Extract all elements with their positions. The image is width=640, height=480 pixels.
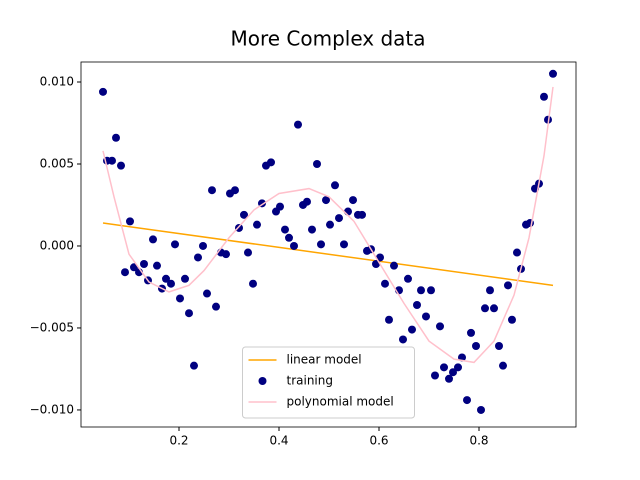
legend-label: training	[287, 374, 334, 388]
chart-title: More Complex data	[230, 27, 425, 51]
point	[267, 158, 275, 167]
point	[436, 322, 444, 331]
point	[472, 341, 480, 350]
point	[417, 286, 425, 295]
point	[326, 220, 334, 229]
point	[194, 253, 202, 262]
y-tick-label: −0.005	[30, 320, 74, 334]
point	[431, 371, 439, 380]
point	[390, 261, 398, 270]
point	[130, 263, 138, 272]
point	[449, 368, 457, 377]
y-tick-label: 0.010	[40, 75, 74, 89]
point	[549, 69, 557, 78]
point	[126, 217, 134, 226]
point	[454, 363, 462, 372]
point	[240, 210, 248, 219]
legend-label: linear model	[287, 353, 362, 367]
point	[399, 335, 407, 344]
point	[190, 361, 198, 370]
point	[281, 225, 289, 234]
point	[203, 289, 211, 298]
point	[212, 302, 220, 311]
point	[422, 312, 430, 321]
point	[445, 374, 453, 383]
point	[413, 301, 421, 310]
point	[486, 286, 494, 295]
point	[335, 214, 343, 223]
point	[249, 279, 257, 288]
line	[102, 86, 554, 364]
point	[153, 261, 161, 270]
y-tick-label: 0.005	[40, 156, 74, 170]
point	[149, 235, 157, 244]
point	[508, 315, 516, 324]
point	[463, 396, 471, 405]
point	[108, 156, 116, 165]
point	[408, 325, 416, 334]
x-tick-label: 0.4	[269, 434, 288, 448]
point	[358, 210, 366, 219]
point	[385, 315, 393, 324]
point	[381, 279, 389, 288]
axes-frame	[80, 61, 577, 428]
point	[222, 250, 230, 259]
point	[167, 279, 175, 288]
point	[176, 294, 184, 303]
legend-swatch	[258, 377, 267, 385]
point	[276, 202, 284, 211]
point	[290, 241, 298, 250]
x-tick-label: 0.8	[469, 434, 488, 448]
point	[495, 341, 503, 350]
point	[513, 248, 521, 257]
point	[313, 159, 321, 168]
legend-label: polynomial model	[287, 395, 394, 409]
point	[499, 361, 507, 370]
point	[340, 240, 348, 249]
point	[199, 241, 207, 250]
point	[162, 274, 170, 283]
point	[308, 225, 316, 234]
point	[490, 304, 498, 313]
point	[344, 207, 352, 216]
point	[481, 304, 489, 313]
point	[404, 274, 412, 283]
point	[121, 268, 129, 277]
point	[427, 286, 435, 295]
point	[294, 120, 302, 129]
y-tick-label: −0.010	[30, 402, 74, 416]
point	[504, 281, 512, 290]
point	[244, 248, 252, 257]
point	[171, 240, 179, 249]
y-tick-label: 0.000	[40, 238, 74, 252]
point	[285, 233, 293, 242]
x-tick-label: 0.2	[169, 434, 188, 448]
point	[467, 328, 475, 337]
point	[331, 181, 339, 190]
point	[181, 274, 189, 283]
point	[477, 405, 485, 414]
point	[117, 161, 125, 170]
point	[317, 240, 325, 249]
point	[208, 186, 216, 195]
point	[440, 363, 448, 372]
point	[112, 133, 120, 142]
point	[231, 186, 239, 195]
point	[140, 260, 148, 269]
point	[540, 92, 548, 101]
point	[349, 196, 357, 205]
point	[303, 197, 311, 206]
legend-box	[242, 346, 415, 419]
point	[322, 196, 330, 205]
line	[102, 222, 554, 287]
x-tick-label: 0.6	[369, 434, 388, 448]
point	[99, 87, 107, 96]
point	[253, 220, 261, 229]
point	[185, 309, 193, 318]
